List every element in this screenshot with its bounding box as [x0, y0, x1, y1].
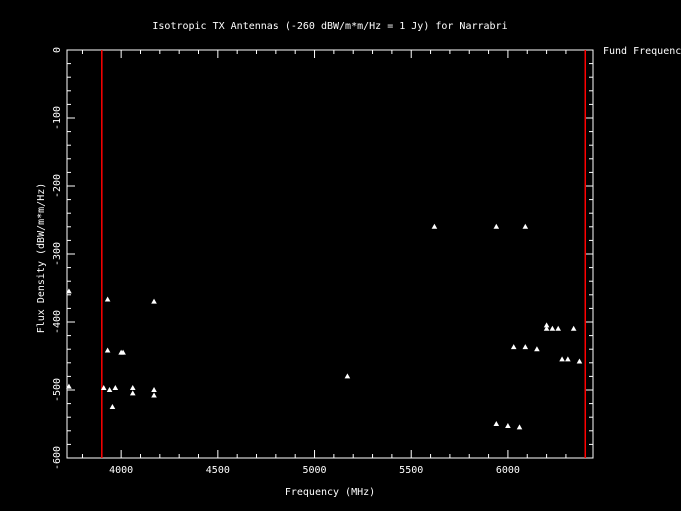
data-point: [505, 423, 511, 429]
x-tick-label: 5000: [302, 465, 326, 476]
y-tick-label: -500: [52, 378, 63, 402]
x-axis-label: Frequency (MHz): [285, 487, 375, 498]
data-point: [570, 325, 577, 331]
fund-frequency-lines: [101, 50, 587, 458]
data-point: [543, 322, 550, 328]
x-tick-label: 4500: [206, 465, 230, 476]
data-point: [431, 223, 438, 229]
tick-group: 4000 4500 5000 5500 6000 0 -100 -200 -300 -400 -50…: [52, 47, 593, 476]
y-tick-label: -600: [52, 446, 63, 470]
data-point: [104, 296, 111, 302]
data-point: [549, 325, 556, 331]
chart-title: Isotropic TX Antennas (-260 dBW/m*m/Hz =…: [152, 21, 507, 32]
data-point: [510, 344, 517, 350]
x-tick-label: 6000: [496, 465, 520, 476]
data-point: [559, 356, 565, 362]
y-tick-label: -300: [52, 242, 63, 266]
data-point: [104, 347, 111, 353]
data-point: [112, 384, 119, 390]
data-point: [151, 298, 157, 304]
y-tick-label: -200: [52, 174, 63, 198]
data-point: [493, 421, 500, 426]
y-tick-label: 0: [52, 47, 63, 53]
x-tick-label: 5500: [399, 465, 423, 476]
data-point: [66, 288, 72, 294]
data-points: [66, 223, 583, 430]
data-point: [120, 349, 126, 355]
data-point: [493, 223, 500, 229]
data-point: [555, 325, 561, 331]
data-point: [522, 344, 529, 350]
data-point: [66, 383, 72, 389]
plot-frame: [66, 49, 594, 459]
y-tick-label: -100: [52, 106, 63, 130]
data-point: [565, 356, 571, 362]
plot-axes: [66, 49, 594, 459]
y-axis-label: Flux Density (dBW/m*m/Hz): [36, 183, 47, 334]
x-tick-label: 4000: [109, 465, 133, 476]
data-point: [576, 358, 583, 364]
data-point: [106, 387, 113, 392]
data-point: [151, 392, 157, 398]
data-point: [109, 404, 116, 409]
data-point: [129, 390, 136, 396]
data-point: [534, 346, 540, 352]
data-point: [344, 373, 351, 379]
data-point: [129, 384, 136, 390]
data-point: [522, 223, 529, 229]
data-point: [543, 325, 550, 331]
y-tick-label: -400: [52, 310, 63, 334]
legend-fund-frequency: Fund Frequency: [603, 46, 681, 57]
data-point: [516, 424, 523, 430]
data-point: [151, 387, 157, 392]
data-point: [100, 384, 107, 390]
